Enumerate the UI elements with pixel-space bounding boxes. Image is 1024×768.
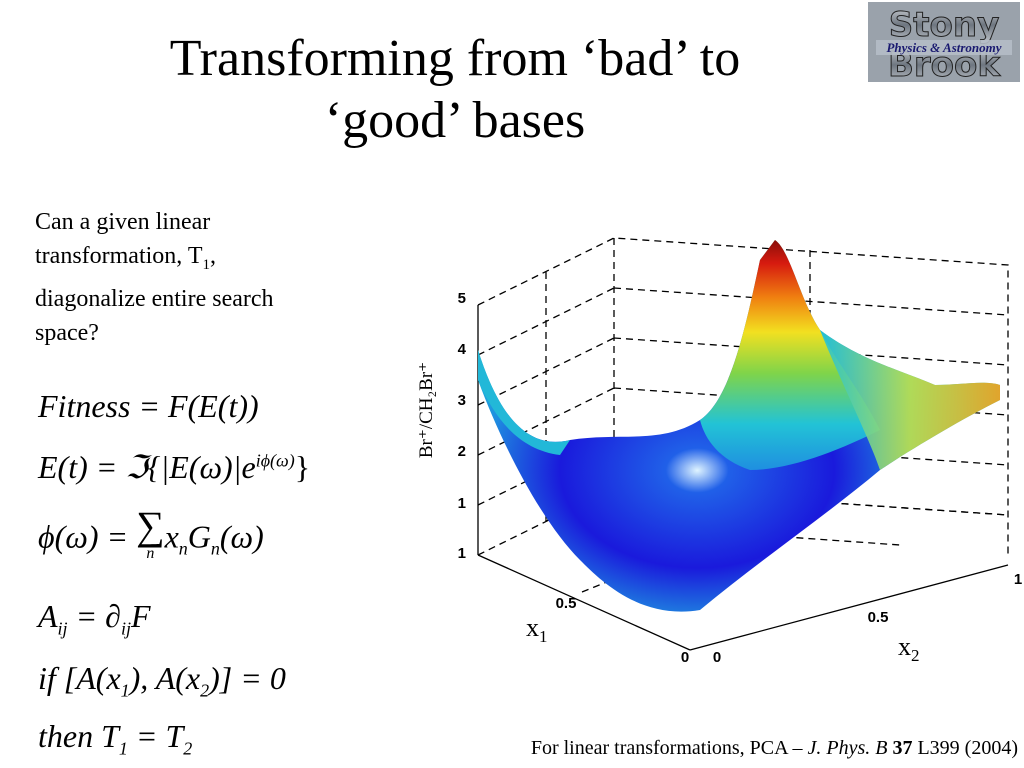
question-line-1: Can a given linear <box>35 209 211 235</box>
x1-tick-05: 0.5 <box>556 595 577 612</box>
x1-tick-0: 0 <box>681 649 689 666</box>
plot-z-ticks: 1 1 2 3 4 5 <box>458 290 467 562</box>
equation-hessian: Aij = ∂ijF <box>38 598 151 639</box>
plot-x2-ticks: 0 0.5 1 <box>713 571 1022 666</box>
z-tick-1: 1 <box>458 545 466 562</box>
question-line-4: space? <box>35 319 99 346</box>
x1-axis-label: x1 <box>526 613 548 646</box>
surface-mesh <box>478 240 1000 612</box>
slide-title: Transforming from ‘bad’ to ‘good’ bases <box>60 28 850 152</box>
citation: For linear transformations, PCA – J. Phy… <box>530 737 1018 759</box>
x2-tick-05: 0.5 <box>868 609 889 626</box>
surface-plot: Br⁺/CH₂Br⁺ 1 1 2 3 4 5 0 0.5 x1 0 0.5 1 … <box>416 237 1022 666</box>
z-tick-1b: 1 <box>458 495 466 512</box>
z-tick-5: 5 <box>458 290 466 307</box>
equation-phase: ϕ(ω) = ∑ n xnGn(ω) <box>38 503 264 563</box>
question-line-3: diagonalize entire search <box>35 285 274 312</box>
stony-brook-logo: Stony Brook Physics & Astronomy <box>868 2 1020 82</box>
svg-text:Stony: Stony <box>889 5 999 45</box>
citation-journal: J. Phys. B <box>807 737 888 759</box>
z-tick-2: 2 <box>458 443 466 460</box>
equation-conclusion: then T1 = T2 <box>38 718 193 759</box>
equation-field: E(t) = ℑ{|E(ω)|eiϕ(ω)} <box>38 449 311 485</box>
plot-x1-ticks: 0 0.5 <box>556 595 690 666</box>
z-tick-4: 4 <box>458 341 467 358</box>
x2-tick-0: 0 <box>713 649 721 666</box>
plot-y-axis-label: Br⁺/CH₂Br⁺ <box>416 362 437 458</box>
equation-condition: if [A(x1), A(x2)] = 0 <box>38 660 286 701</box>
x2-tick-1: 1 <box>1014 571 1022 588</box>
z-tick-3: 3 <box>458 392 466 409</box>
citation-volume: 37 <box>892 737 913 759</box>
question-text: Can a given linear transformation, T1, d… <box>35 205 385 350</box>
x2-axis-label: x2 <box>898 632 920 665</box>
title-line-2: ‘good’ bases <box>324 92 586 149</box>
question-line-2: transformation, T1, <box>35 243 217 273</box>
svg-text:Physics & Astronomy: Physics & Astronomy <box>886 40 1001 55</box>
title-line-1: Transforming from ‘bad’ to <box>169 30 741 87</box>
equation-fitness: Fitness = F(E(t)) <box>38 388 259 424</box>
